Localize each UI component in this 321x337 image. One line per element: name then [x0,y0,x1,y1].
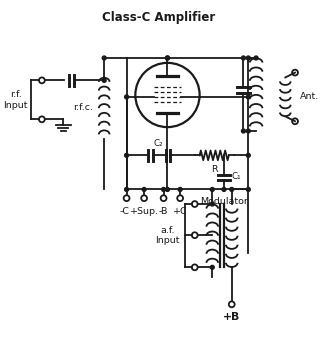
Circle shape [102,56,106,60]
Text: +B: +B [223,312,240,322]
Text: Ant.: Ant. [300,92,319,101]
Circle shape [230,187,234,191]
Circle shape [210,265,214,269]
Circle shape [292,118,298,124]
Circle shape [178,187,182,191]
Circle shape [166,187,169,191]
Text: r.f.c.: r.f.c. [73,103,93,112]
Circle shape [125,153,128,157]
Circle shape [246,153,250,157]
Circle shape [177,195,183,201]
Circle shape [246,187,250,191]
Circle shape [162,187,166,191]
Text: +C: +C [173,207,187,216]
Text: r.f.
Input: r.f. Input [3,90,28,110]
Circle shape [241,129,245,133]
Circle shape [192,265,198,270]
Circle shape [102,79,106,82]
Circle shape [210,202,214,206]
Circle shape [192,232,198,238]
Text: C₁: C₁ [232,172,241,181]
Text: R: R [211,165,218,174]
Circle shape [229,301,235,307]
Circle shape [39,78,45,83]
Circle shape [125,187,128,191]
Text: Modulator: Modulator [200,197,248,206]
Text: a.f.
Input: a.f. Input [155,226,180,245]
Circle shape [124,195,129,201]
Circle shape [141,195,147,201]
Text: C₂: C₂ [154,139,163,148]
Text: -C: -C [120,207,130,216]
Circle shape [246,95,250,99]
Circle shape [166,56,169,60]
Circle shape [161,195,167,201]
Circle shape [254,56,258,60]
Circle shape [39,116,45,122]
Circle shape [166,56,169,60]
Circle shape [135,63,200,127]
Text: -B: -B [159,207,168,216]
Circle shape [246,129,250,133]
Circle shape [125,95,128,99]
Circle shape [241,56,245,60]
Circle shape [292,70,298,75]
Circle shape [142,187,146,191]
Circle shape [222,187,226,191]
Circle shape [210,187,214,191]
Text: +Sup.: +Sup. [130,207,159,216]
Circle shape [246,56,250,60]
Text: Class-C Amplifier: Class-C Amplifier [102,10,215,24]
Circle shape [192,201,198,207]
